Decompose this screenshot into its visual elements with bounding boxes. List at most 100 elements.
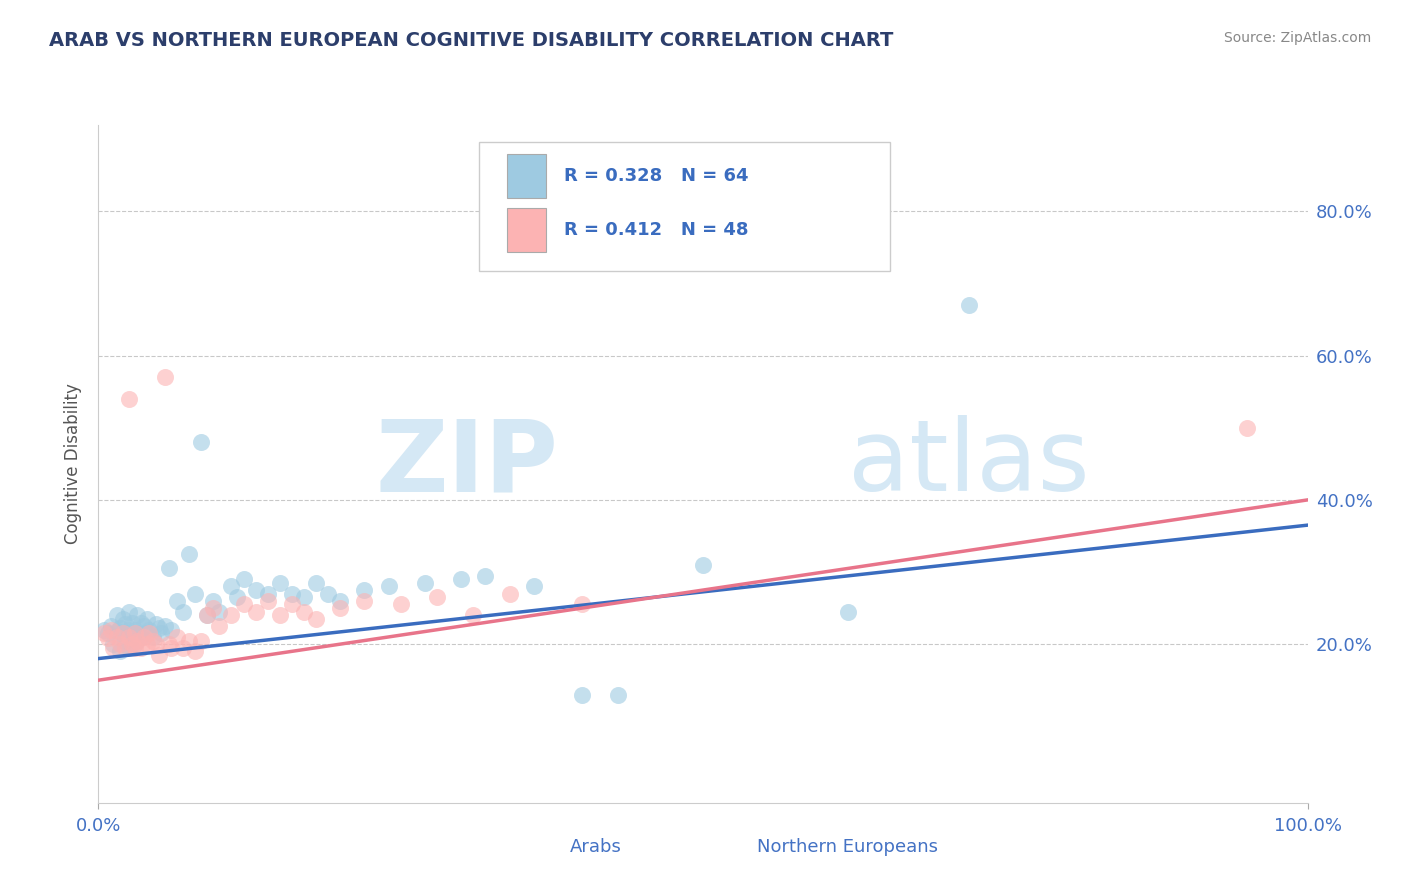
Point: [692, 558, 714, 572]
Point: [93, 626, 115, 640]
Point: [101, 637, 124, 651]
Point: [179, 633, 201, 648]
Point: [1236, 421, 1258, 435]
Point: [232, 598, 254, 612]
Point: [166, 630, 188, 644]
Point: [245, 582, 267, 597]
FancyBboxPatch shape: [479, 142, 890, 270]
Point: [190, 435, 212, 450]
Point: [184, 587, 207, 601]
Point: [523, 579, 546, 593]
Point: [377, 579, 399, 593]
Point: [226, 591, 249, 605]
Point: [129, 615, 152, 630]
Point: [100, 619, 122, 633]
Y-axis label: Cognitive Disability: Cognitive Disability: [65, 384, 83, 544]
Point: [135, 626, 157, 640]
Point: [105, 624, 128, 639]
Point: [837, 605, 859, 619]
Point: [463, 608, 485, 623]
Point: [305, 575, 328, 590]
Point: [221, 579, 243, 593]
Point: [607, 688, 630, 702]
Point: [208, 619, 231, 633]
Point: [108, 637, 131, 651]
Point: [148, 621, 170, 635]
Point: [145, 637, 167, 651]
Point: [292, 591, 315, 605]
Point: [127, 633, 149, 648]
Point: [111, 612, 134, 626]
Point: [305, 612, 328, 626]
Point: [202, 594, 225, 608]
Point: [129, 630, 152, 644]
Point: [121, 637, 143, 651]
Point: [124, 637, 146, 651]
Point: [100, 623, 122, 637]
Text: R = 0.328   N = 64: R = 0.328 N = 64: [564, 167, 748, 185]
Point: [157, 561, 180, 575]
Text: R = 0.412   N = 48: R = 0.412 N = 48: [564, 221, 748, 239]
Point: [153, 370, 176, 384]
Point: [232, 572, 254, 586]
Point: [111, 626, 134, 640]
Bar: [508, 208, 546, 252]
Point: [202, 601, 225, 615]
Point: [114, 633, 136, 648]
Bar: [721, 833, 748, 861]
Point: [957, 298, 980, 312]
Point: [172, 640, 194, 655]
Point: [135, 637, 157, 651]
Point: [97, 626, 120, 640]
Point: [329, 601, 352, 615]
Point: [118, 640, 141, 655]
Point: [118, 630, 141, 644]
Point: [138, 626, 160, 640]
Point: [127, 626, 149, 640]
Point: [160, 623, 183, 637]
Point: [256, 587, 278, 601]
Text: Arabs: Arabs: [569, 838, 621, 855]
Point: [114, 640, 136, 655]
Point: [474, 568, 496, 582]
Point: [571, 688, 593, 702]
Point: [245, 605, 267, 619]
Point: [195, 608, 218, 623]
Point: [111, 626, 134, 640]
Point: [195, 608, 218, 623]
Point: [105, 608, 128, 623]
Point: [413, 575, 436, 590]
Point: [498, 587, 520, 601]
Point: [134, 630, 156, 644]
Text: Source: ZipAtlas.com: Source: ZipAtlas.com: [1223, 31, 1371, 45]
Point: [138, 623, 160, 637]
Point: [353, 594, 375, 608]
Point: [114, 616, 136, 631]
Point: [172, 605, 194, 619]
Point: [142, 630, 165, 644]
Point: [184, 644, 207, 658]
Point: [93, 623, 115, 637]
Point: [135, 612, 157, 626]
Point: [129, 640, 152, 655]
Point: [118, 392, 141, 406]
Point: [353, 582, 375, 597]
Point: [134, 619, 156, 633]
Point: [256, 594, 278, 608]
Text: atlas: atlas: [848, 416, 1090, 512]
Point: [160, 640, 183, 655]
Point: [157, 637, 180, 651]
Point: [166, 594, 188, 608]
Text: Northern Europeans: Northern Europeans: [758, 838, 938, 855]
Point: [108, 644, 131, 658]
Point: [124, 640, 146, 655]
Point: [190, 633, 212, 648]
Point: [316, 587, 339, 601]
Point: [221, 608, 243, 623]
Point: [153, 619, 176, 633]
Point: [208, 605, 231, 619]
Point: [142, 633, 165, 648]
Bar: [534, 833, 561, 861]
Point: [121, 615, 143, 630]
Point: [292, 605, 315, 619]
